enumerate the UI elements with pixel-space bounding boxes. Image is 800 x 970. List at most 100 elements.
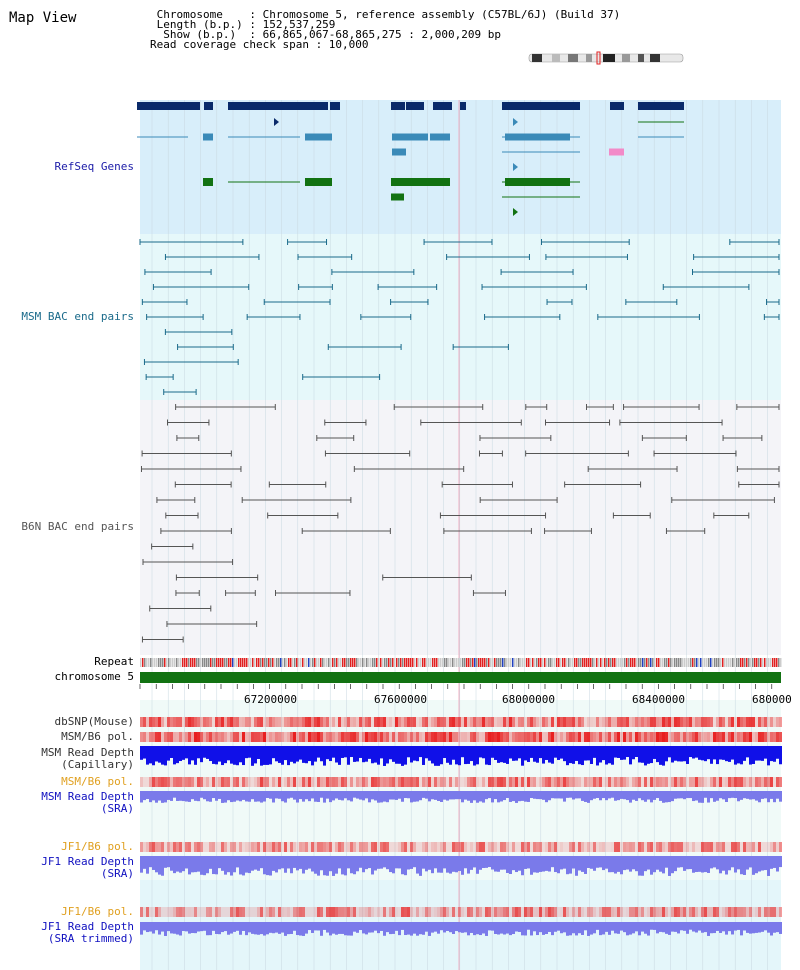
polymorphism-cell [584, 907, 587, 917]
jf1-sra-depth-bar [476, 856, 479, 874]
repeat-mark [392, 658, 394, 667]
repeat-mark [634, 658, 636, 667]
msm-capillary-depth-bar [383, 746, 386, 766]
msm-depth-capillary-label[interactable]: MSM Read Depth (Capillary) [41, 746, 134, 771]
msm-sra-depth-bar [485, 791, 488, 800]
polymorphism-cell [404, 777, 407, 787]
polymorphism-cell [572, 842, 575, 852]
msm-capillary-depth-bar [701, 746, 704, 761]
repeat-mark [262, 658, 264, 667]
polymorphism-cell [575, 732, 578, 742]
repeat-mark [270, 658, 272, 667]
polymorphism-cell [719, 732, 722, 742]
jf1-trimmed-depth-bar [200, 922, 203, 932]
jf1-trimmed-depth-bar [278, 922, 281, 934]
b6n-bac-label[interactable]: B6N BAC end pairs [21, 520, 134, 533]
msm-capillary-depth-bar [143, 746, 146, 759]
repeat-mark [722, 658, 724, 667]
repeat-mark [520, 658, 522, 667]
jf1-depth-sra-label[interactable]: JF1 Read Depth (SRA) [41, 855, 134, 880]
jf1-trimmed-depth-bar [581, 922, 584, 935]
polymorphism-cell [179, 907, 182, 917]
polymorphism-cell [620, 732, 623, 742]
jf1-depth-trimmed-label[interactable]: JF1 Read Depth (SRA trimmed) [41, 920, 134, 945]
jf1-sra-depth-bar [572, 856, 575, 869]
jf1-trimmed-depth-bar [677, 922, 680, 934]
gene-exon [505, 178, 570, 186]
polymorphism-cell [323, 717, 326, 727]
repeat-mark [642, 658, 644, 667]
polymorphism-cell [170, 777, 173, 787]
polymorphism-cell [689, 842, 692, 852]
msm-bac-label[interactable]: MSM BAC end pairs [21, 310, 134, 323]
repeat-mark [436, 658, 438, 667]
jf1-trimmed-depth-bar [464, 922, 467, 933]
msm-sra-depth-bar [620, 791, 623, 799]
repeat-mark [406, 658, 408, 667]
msm-sra-depth-bar [767, 791, 770, 803]
jf1-trimmed-depth-bar [554, 922, 557, 932]
polymorphism-cell [263, 777, 266, 787]
polymorphism-cell [257, 717, 260, 727]
msm-capillary-depth-bar [731, 746, 734, 760]
msm-sra-depth-bar [728, 791, 731, 799]
polymorphism-cell [731, 842, 734, 852]
polymorphism-cell [236, 907, 239, 917]
polymorphism-cell [416, 907, 419, 917]
jf1-trimmed-depth-bar [197, 922, 200, 932]
jf1-trimmed-depth-bar [494, 922, 497, 935]
chromosome-ideogram[interactable] [528, 51, 684, 65]
jf1-sra-depth-bar [698, 856, 701, 872]
jf1-sra-depth-bar [779, 856, 782, 868]
jf1-sra-depth-bar [734, 856, 737, 873]
polymorphism-cell [380, 777, 383, 787]
polymorphism-cell [458, 777, 461, 787]
msm-sra-depth-bar [332, 791, 335, 801]
polymorphism-cell [443, 717, 446, 727]
polymorphism-cell [149, 907, 152, 917]
polymorphism-cell [341, 777, 344, 787]
msm-depth-sra-label[interactable]: MSM Read Depth (SRA) [41, 790, 134, 815]
msm-sra-depth-bar [146, 791, 149, 800]
msm-sra-depth-bar [302, 791, 305, 802]
gene-exon [406, 102, 424, 110]
polymorphism-cell [674, 777, 677, 787]
msm-sra-depth-bar [668, 791, 671, 803]
polymorphism-cell [530, 717, 533, 727]
polymorphism-cell [725, 732, 728, 742]
polymorphism-cell [383, 907, 386, 917]
polymorphism-cell [752, 732, 755, 742]
polymorphism-cell [200, 717, 203, 727]
jf1-trimmed-depth-bar [467, 922, 470, 936]
polymorphism-cell [359, 732, 362, 742]
polymorphism-cell [425, 907, 428, 917]
msm-sra-depth-bar [497, 791, 500, 803]
jf1-trimmed-depth-bar [452, 922, 455, 934]
jf1-trimmed-depth-bar [329, 922, 332, 936]
jf1-pol-label-1[interactable]: JF1/B6 pol. [61, 840, 134, 853]
repeat-mark [488, 658, 490, 667]
msm-pol-label-2[interactable]: MSM/B6 pol. [61, 775, 134, 788]
msm-sra-depth-bar [374, 791, 377, 801]
polymorphism-cell [314, 907, 317, 917]
dbsnp-label[interactable]: dbSNP(Mouse) [54, 715, 134, 728]
msm-capillary-depth-bar [734, 746, 737, 765]
polymorphism-cell [185, 732, 188, 742]
repeat-mark [398, 658, 400, 667]
jf1-pol-label-2[interactable]: JF1/B6 pol. [61, 905, 134, 918]
jf1-sra-depth-bar [638, 856, 641, 876]
polymorphism-cell [722, 842, 725, 852]
jf1-sra-depth-bar [263, 856, 266, 875]
jf1-sra-depth-bar [446, 856, 449, 873]
msm-pol-label-1[interactable]: MSM/B6 pol. [61, 730, 134, 743]
msm-sra-depth-bar [638, 791, 641, 799]
jf1-sra-depth-bar [356, 856, 359, 872]
jf1-trimmed-depth-bar [266, 922, 269, 935]
refseq-label[interactable]: RefSeq Genes [54, 160, 134, 173]
jf1-trimmed-depth-bar [173, 922, 176, 934]
polymorphism-cell [146, 777, 149, 787]
polymorphism-cell [215, 907, 218, 917]
jf1-trimmed-depth-bar [389, 922, 392, 935]
repeat-mark [514, 658, 516, 667]
polymorphism-cell [374, 732, 377, 742]
